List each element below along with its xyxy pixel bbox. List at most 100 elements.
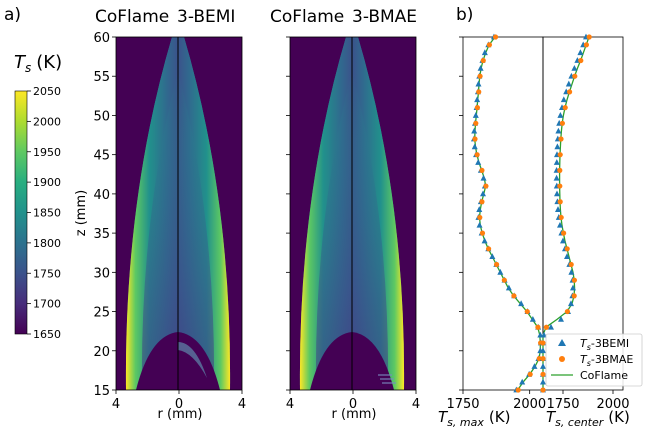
z-axis-tick-label: 45 [93, 149, 110, 164]
panel1-r-axis-label: r (mm) [158, 407, 203, 422]
series-point-bemi [557, 112, 564, 118]
series-point-bemi [570, 284, 576, 291]
r-axis-tick-label: 4 [412, 397, 420, 412]
series-point-bemi [564, 253, 570, 260]
series-point-bmae [561, 230, 567, 236]
series-point-bemi [568, 268, 575, 275]
series-point-bmae [483, 183, 489, 189]
series-point-bemi [565, 80, 572, 87]
series-point-bemi [475, 80, 482, 87]
series-point-bmae [583, 42, 590, 48]
panel-a-label: a) [4, 5, 21, 25]
panel2-left-title: CoFlame [270, 7, 344, 27]
series-point-bemi [577, 49, 584, 56]
series-point-bemi [531, 363, 538, 369]
series-point-bemi [471, 143, 478, 150]
series-point-bemi [471, 127, 478, 134]
series-point-bmae [559, 120, 566, 126]
z-axis-tick-label: 25 [93, 306, 110, 321]
r-axis-tick-label: 4 [286, 397, 294, 412]
series-point-bmae [572, 73, 578, 79]
series-point-bmae [474, 105, 480, 111]
series-point-bemi [529, 316, 536, 322]
colorbar-ticks: 2050 2000 1950 1900 1850 1800 1750 1700 1650 [27, 85, 61, 341]
series-point-bmae [477, 214, 483, 221]
z-axis-tick-label: 20 [93, 345, 110, 360]
series-point-bmae [479, 167, 485, 173]
panel1-left-title: CoFlame [95, 7, 169, 27]
series-point-bemi [554, 143, 561, 150]
series-point-bmae [494, 261, 500, 268]
series-point-bmae [476, 89, 482, 95]
series-point-bemi [476, 206, 483, 212]
series-point-bmae [486, 42, 492, 48]
series-point-bmae [557, 152, 563, 158]
series-point-bemi [481, 49, 488, 56]
series-point-bemi [555, 206, 561, 212]
center-chart-marks: 1750 2000 [540, 33, 630, 412]
series-point-bemi [480, 190, 486, 197]
panel2-right-title: 3-BMAE [352, 7, 417, 27]
z-axis-tick-label: 30 [93, 266, 110, 281]
r-axis-tick-label: 0 [349, 397, 357, 412]
series-point-bemi [475, 159, 482, 165]
series-point-bemi [540, 363, 546, 369]
center-chart-frame [542, 36, 624, 391]
colorbar-tick-label: 1900 [33, 176, 61, 189]
series-point-bemi [554, 190, 560, 197]
series-point-bmae [543, 324, 550, 330]
z-axis-label: z (mm) [74, 190, 89, 236]
legend: Ts-3BEMI Ts-3BMAE CoFlame [545, 333, 643, 387]
legend-entry-coflame: CoFlame [580, 369, 628, 382]
series-point-bmae [571, 277, 578, 283]
series-point-bmae [540, 356, 546, 362]
profile-x-tick-label: 2000 [596, 397, 629, 412]
series-point-bemi [489, 253, 496, 260]
profile-chart-max: 1750 2000 Ts, max (K) [438, 33, 546, 429]
series-point-bemi [480, 174, 487, 181]
series-point-bemi [558, 316, 564, 322]
series-point-bmae [558, 136, 564, 142]
series-point-bmae [564, 246, 570, 252]
series-point-bmae [568, 261, 574, 268]
series-point-bmae [540, 387, 546, 393]
panel1-right-title: 3-BEMI [177, 7, 235, 27]
series-point-bmae [527, 371, 533, 377]
z-axis-tick-label: 35 [93, 227, 110, 242]
series-point-bemi [497, 268, 504, 275]
contour-panel-bemi: CoFlame 3-BEMI [95, 7, 243, 391]
series-point-bmae [558, 214, 564, 221]
series-line-coflame [474, 36, 541, 391]
colorbar-tick-label: 1700 [33, 298, 61, 311]
series-point-bmae [535, 324, 541, 330]
legend-entry-bemi: Ts-3BEMI [580, 337, 629, 352]
series-point-bmae [567, 89, 573, 95]
series-point-bemi [540, 347, 546, 354]
series-point-bemi [540, 378, 546, 385]
z-axis-tick-label: 15 [93, 384, 110, 399]
series-point-bmae [501, 277, 507, 283]
series-point-bemi [571, 64, 578, 71]
series-point-bmae [477, 73, 483, 79]
panel-b-label: b) [456, 5, 473, 25]
colorbar-tick-label: 1750 [33, 267, 61, 280]
center-chart-xlabel: Ts, center (K) [546, 408, 630, 429]
profile-x-tick-label: 1750 [546, 397, 579, 412]
max-chart-frame [462, 36, 544, 391]
series-point-bmae [557, 199, 563, 205]
legend-triangle-marker [558, 339, 566, 346]
series-point-bmae [578, 57, 584, 64]
series-point-bemi [518, 300, 525, 307]
series-point-bmae [479, 199, 485, 205]
r-axis-tick-label: 4 [238, 397, 246, 412]
series-point-bemi [553, 174, 560, 181]
legend-entry-bmae: Ts-3BMAE [580, 353, 633, 368]
legend-box [545, 333, 643, 387]
series-point-bmae [515, 387, 521, 393]
series-point-bmae [571, 293, 577, 299]
series-point-bmae [557, 183, 563, 189]
contour-panel-bmae: CoFlame 3-BMAE [270, 7, 417, 391]
series-point-bmae [474, 152, 480, 158]
series-point-bmae [480, 57, 486, 64]
